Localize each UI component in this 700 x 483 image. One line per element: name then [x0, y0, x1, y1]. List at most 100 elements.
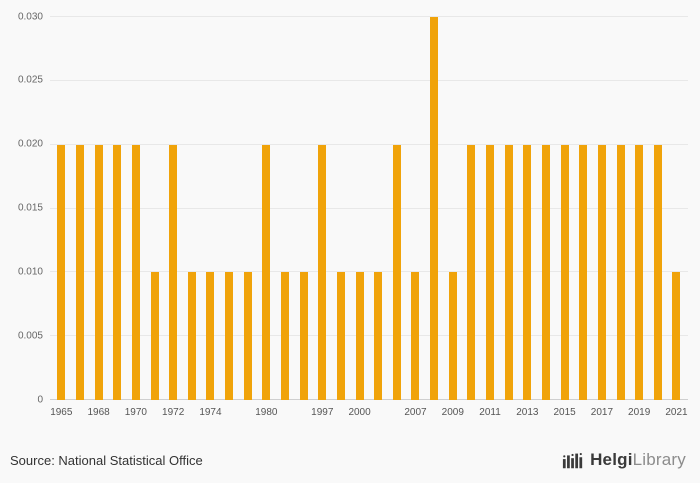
x-axis-label-1980: 1980	[255, 407, 278, 418]
y-axis-tick-label: 0	[37, 394, 43, 405]
bar-1997	[318, 144, 327, 400]
bar-2007	[411, 272, 420, 400]
bar-cell-2020	[649, 17, 668, 400]
x-axis-label-1968: 1968	[87, 407, 110, 418]
y-axis-tick-label: 0.025	[17, 74, 43, 86]
x-axis-label-1965: 1965	[50, 407, 73, 418]
bar-cell-2009: 2009	[442, 17, 464, 418]
x-axis-label-1972: 1972	[162, 407, 185, 418]
bar-2017	[597, 144, 606, 400]
x-axis-label-1974: 1974	[199, 407, 222, 418]
bar-1972	[169, 144, 178, 400]
x-axis-label-2007: 2007	[404, 407, 427, 418]
bar-1970	[131, 144, 140, 400]
bar-1998	[336, 272, 345, 400]
bar-cell-1975	[220, 17, 239, 400]
bar-cell-1969	[108, 17, 127, 400]
bar-cell-1981	[276, 17, 295, 400]
gridline: 0.020	[18, 139, 688, 150]
gridline: 0.005	[18, 330, 688, 341]
bar-1973	[187, 272, 196, 400]
bar-cell-2021: 2021	[665, 17, 688, 418]
x-axis-label-2021: 2021	[665, 407, 688, 418]
bars-container: 1965 1968 1970 1972 1974 1980 1997 2000 2007 2009…	[50, 17, 688, 418]
bar-cell-2018	[611, 17, 630, 400]
bar-cell-2019: 2019	[628, 17, 650, 418]
bar-2018	[616, 144, 625, 400]
bar-cell-2017: 2017	[591, 17, 613, 418]
bar-cell-2015: 2015	[553, 17, 576, 418]
bar-cell-2016	[574, 17, 593, 400]
x-axis-line: 0	[37, 394, 688, 405]
bar-cell-2013: 2013	[516, 17, 538, 418]
y-axis-tick-label: 0.030	[17, 11, 43, 22]
x-axis-label-2017: 2017	[590, 407, 614, 418]
bar-cell-1979	[238, 17, 257, 400]
bar-1980	[262, 144, 271, 400]
y-axis-tick-label: 0.015	[17, 202, 43, 214]
bar-1979	[243, 272, 252, 400]
bar-cell-1965: 1965	[50, 17, 72, 418]
bar-cell-1974: 1974	[199, 17, 222, 418]
x-axis-label-2019: 2019	[628, 407, 651, 418]
bar-1974	[206, 272, 215, 400]
bar-cell-2001	[369, 17, 388, 400]
bar-2008	[430, 17, 439, 400]
source-attribution: Source: National Statistical Office	[10, 452, 203, 468]
bar-1966	[75, 144, 84, 400]
bar-cell-2008	[425, 17, 444, 400]
bar-cell-2012	[499, 17, 518, 400]
bar-cell-1968: 1968	[87, 17, 110, 418]
bar-cell-1972: 1972	[162, 17, 184, 418]
bar-2011	[486, 144, 495, 400]
bar-2013	[523, 144, 532, 400]
bar-1975	[225, 272, 234, 400]
bar-2020	[653, 144, 662, 400]
x-axis-label-2015: 2015	[553, 407, 576, 418]
bar-2014	[541, 144, 550, 400]
bar-2019	[635, 144, 644, 400]
helgi-bars-logo-icon	[562, 449, 584, 471]
bar-cell-1996	[294, 17, 313, 400]
bar-cell-2010	[462, 17, 481, 400]
gridline: 0.030	[18, 11, 688, 22]
bar-cell-2007: 2007	[404, 17, 427, 418]
chart-footer: Source: National Statistical Office	[0, 437, 700, 483]
bar-2009	[448, 272, 457, 400]
bar-cell-1980: 1980	[255, 17, 277, 418]
bar-cell-1997: 1997	[311, 17, 333, 418]
bar-cell-1973	[182, 17, 201, 400]
bar-1968	[94, 144, 103, 400]
bar-1969	[113, 144, 122, 400]
bar-cell-1970: 1970	[125, 17, 147, 418]
logo-brand-secondary: Library	[632, 450, 686, 469]
x-axis-label-2013: 2013	[516, 407, 539, 418]
bar-cell-1966	[71, 17, 90, 400]
bar-2012	[504, 144, 513, 400]
bar-cell-1998	[332, 17, 351, 400]
bar-cell-2006	[388, 17, 407, 400]
x-axis-label-2000: 2000	[348, 407, 371, 418]
y-axis-tick-label: 0.020	[17, 138, 43, 150]
y-axis-tick-label: 0.010	[17, 266, 43, 278]
logo-brand-primary: Helgi	[590, 450, 633, 469]
bar-1996	[299, 272, 308, 400]
helgi-library-logo: HelgiLibrary	[562, 449, 686, 471]
bar-cell-2014	[537, 17, 556, 400]
x-axis-label-1970: 1970	[124, 407, 147, 418]
bar-2001	[374, 272, 383, 400]
bar-2021	[672, 272, 681, 400]
gridline: 0.015	[18, 203, 688, 214]
bar-cell-2000: 2000	[348, 17, 371, 418]
bar-1981	[281, 272, 289, 400]
plot-area: 0 0.005 0.010 0.015 0.020 0.025 0.030 1965 1968…	[18, 11, 688, 418]
bar-2010	[467, 144, 476, 400]
x-axis-label-1997: 1997	[311, 407, 334, 418]
bar-2006	[392, 144, 401, 400]
bar-1965	[57, 144, 66, 400]
bar-cell-2011: 2011	[479, 17, 501, 418]
x-axis-label-2009: 2009	[441, 407, 464, 418]
bar-1971	[150, 272, 159, 400]
gridline: 0.010	[18, 266, 688, 277]
